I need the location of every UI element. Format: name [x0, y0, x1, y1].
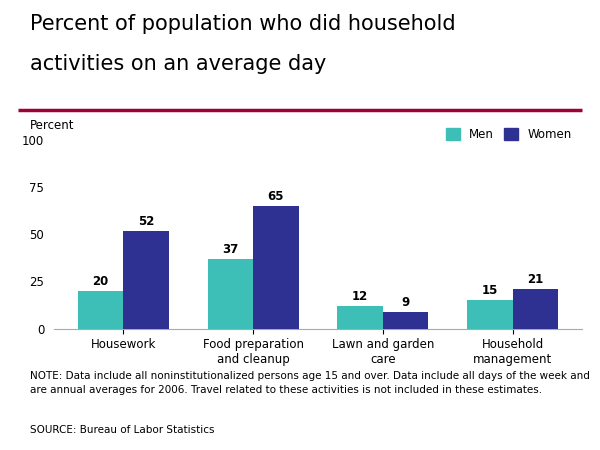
- Bar: [512, 289, 558, 328]
- Bar: [78, 291, 124, 328]
- Bar: [124, 231, 169, 328]
- Text: 37: 37: [223, 243, 239, 256]
- Text: Percent: Percent: [30, 119, 74, 132]
- Text: Percent of population who did household: Percent of population who did household: [30, 14, 455, 33]
- Text: 9: 9: [401, 296, 410, 309]
- Text: 65: 65: [268, 190, 284, 203]
- Bar: [208, 259, 253, 328]
- Bar: [337, 306, 383, 328]
- Bar: [383, 311, 428, 328]
- Text: 12: 12: [352, 290, 368, 303]
- Text: SOURCE: Bureau of Labor Statistics: SOURCE: Bureau of Labor Statistics: [30, 425, 215, 435]
- Text: 20: 20: [92, 275, 109, 288]
- Text: activities on an average day: activities on an average day: [30, 54, 326, 74]
- Bar: [253, 206, 299, 328]
- Text: 52: 52: [138, 215, 154, 228]
- Text: 15: 15: [482, 284, 498, 297]
- Bar: [467, 300, 512, 328]
- Text: 21: 21: [527, 273, 544, 286]
- Text: NOTE: Data include all noninstitutionalized persons age 15 and over. Data includ: NOTE: Data include all noninstitutionali…: [30, 371, 590, 395]
- Legend: Men, Women: Men, Women: [441, 123, 576, 146]
